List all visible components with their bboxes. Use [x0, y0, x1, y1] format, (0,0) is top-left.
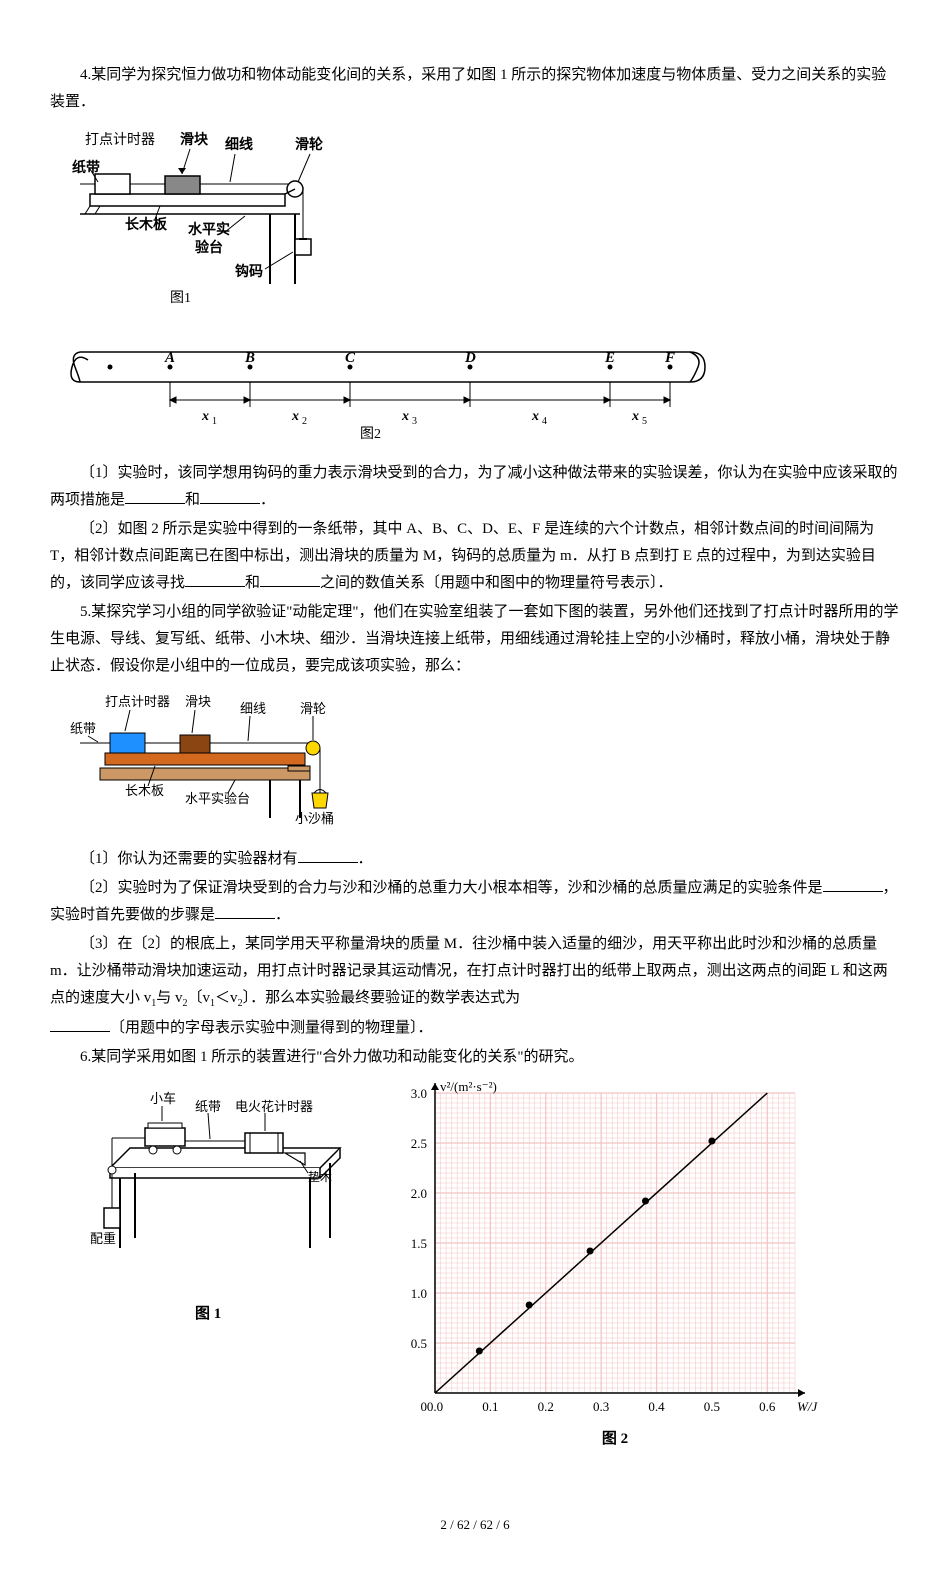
label-board: 长木板 [125, 216, 168, 233]
q5-p2: 〔2〕实验时为了保证滑块受到的合力与沙和沙桶的总重力大小根本相等，沙和沙桶的总质… [50, 875, 900, 929]
svg-text:x: x [291, 409, 299, 424]
q4-p2: 〔2〕如图 2 所示是实验中得到的一条纸带，其中 A、B、C、D、E、F 是连续… [50, 516, 900, 597]
svg-text:图 2: 图 2 [602, 1430, 628, 1447]
svg-text:小车: 小车 [150, 1091, 176, 1106]
q5-figure: 打点计时器 滑块 细线 滑轮 纸带 长木板 水平实验台 小沙桶 [70, 688, 900, 838]
label-slider: 滑块 [180, 131, 209, 148]
q4-figure1: 打点计时器 滑块 细线 滑轮 纸带 长木板 水平实 验台 钩码 图1 [70, 124, 900, 334]
svg-text:x: x [401, 409, 409, 424]
label-pulley: 滑轮 [295, 136, 323, 153]
label-weight: 钩码 [235, 263, 263, 280]
svg-text:打点计时器: 打点计时器 [105, 694, 170, 709]
q6-figure1: 小车 纸带 电火花计时器 垫木 配重 图 1 [90, 1073, 360, 1363]
svg-text:2: 2 [302, 416, 307, 427]
svg-text:滑块: 滑块 [185, 694, 211, 709]
label-thread: 细线 [225, 136, 253, 153]
q4-p1: 〔1〕实验时，该同学想用钩码的重力表示滑块受到的合力，为了减小这种做法带来的实验… [50, 460, 900, 514]
svg-text:垫木: 垫木 [308, 1169, 332, 1184]
svg-text:0.0: 0.0 [427, 1399, 443, 1414]
svg-text:水平实: 水平实 [188, 221, 230, 238]
svg-text:1: 1 [212, 416, 217, 427]
q4-figure2: A B C D E F x1 x2 x3 x4 x5 图2 [70, 342, 900, 452]
svg-text:图 1: 图 1 [195, 1305, 221, 1322]
svg-text:D: D [464, 350, 476, 366]
svg-text:2.0: 2.0 [411, 1186, 427, 1201]
svg-text:0.6: 0.6 [759, 1399, 776, 1414]
svg-text:x: x [201, 409, 209, 424]
svg-text:纸带: 纸带 [195, 1099, 221, 1114]
q5-intro: 5.某探究学习小组的同学欲验证"动能定理"，他们在实验室组装了一套如下图的装置，… [50, 599, 900, 680]
svg-text:水平实验台: 水平实验台 [185, 791, 250, 806]
svg-text:B: B [244, 350, 255, 366]
svg-text:4: 4 [542, 416, 547, 427]
svg-text:配重: 配重 [90, 1231, 116, 1246]
svg-text:纸带: 纸带 [70, 721, 96, 736]
svg-text:1.5: 1.5 [411, 1236, 427, 1251]
label-tape: 纸带 [72, 159, 100, 176]
svg-text:小沙桶: 小沙桶 [295, 811, 334, 826]
svg-text:C: C [345, 350, 356, 366]
svg-text:0.2: 0.2 [538, 1399, 554, 1414]
svg-text:E: E [604, 350, 615, 366]
q5-p3: 〔3〕在〔2〕的根底上，某同学用天平称量滑块的质量 M．往沙桶中装入适量的细沙，… [50, 931, 900, 1013]
svg-text:0.5: 0.5 [704, 1399, 720, 1414]
svg-text:W/J: W/J [797, 1399, 818, 1414]
q5-p3-cont: 〔用题中的字母表示实验中测量得到的物理量〕． [50, 1015, 900, 1042]
svg-text:细线: 细线 [240, 701, 266, 716]
svg-text:v²/(m²·s⁻²): v²/(m²·s⁻²) [440, 1079, 497, 1094]
svg-text:0: 0 [421, 1399, 428, 1414]
q4-intro: 4.某同学为探究恒力做功和物体动能变化间的关系，采用了如图 1 所示的探究物体加… [50, 62, 900, 116]
svg-text:0.4: 0.4 [648, 1399, 665, 1414]
svg-text:3.0: 3.0 [411, 1086, 427, 1101]
svg-text:3: 3 [412, 416, 417, 427]
svg-text:5: 5 [642, 416, 647, 427]
svg-text:图2: 图2 [360, 427, 381, 442]
q6-intro: 6.某同学采用如图 1 所示的装置进行"合外力做功和动能变化的关系"的研究。 [50, 1044, 900, 1071]
svg-text:A: A [164, 350, 175, 366]
fig1-caption: 图1 [170, 291, 191, 306]
svg-text:0.3: 0.3 [593, 1399, 609, 1414]
label-timer: 打点计时器 [85, 131, 155, 148]
svg-text:x: x [531, 409, 539, 424]
svg-text:滑轮: 滑轮 [300, 701, 326, 716]
svg-text:验台: 验台 [195, 239, 223, 256]
svg-text:0.1: 0.1 [482, 1399, 498, 1414]
svg-text:长木板: 长木板 [125, 783, 164, 798]
svg-text:x: x [631, 409, 639, 424]
q5-p1: 〔1〕你认为还需要的实验器材有． [50, 846, 900, 873]
svg-text:2.5: 2.5 [411, 1136, 427, 1151]
svg-text:电火花计时器: 电火花计时器 [235, 1099, 313, 1114]
svg-text:1.0: 1.0 [411, 1286, 427, 1301]
q6-chart: 0.00.10.20.30.40.50.60.51.01.52.02.53.00… [380, 1073, 830, 1473]
page-footer: 2 / 62 / 62 / 6 [50, 1513, 900, 1536]
svg-text:F: F [664, 350, 675, 366]
